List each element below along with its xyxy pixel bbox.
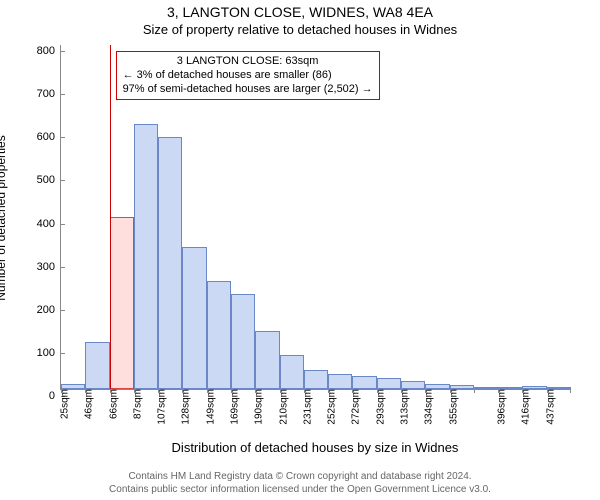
x-tick: 149sqm <box>203 389 216 425</box>
x-tick: 313sqm <box>398 389 411 425</box>
annotation-line: 3 LANGTON CLOSE: 63sqm <box>123 55 373 69</box>
x-tick-mark <box>570 389 571 393</box>
x-tick: 252sqm <box>325 389 338 425</box>
histogram-plot: 010020030040050060070080025sqm46sqm66sqm… <box>60 45 570 390</box>
x-tick: 128sqm <box>179 389 192 425</box>
marker-line <box>110 45 111 389</box>
y-tick: 300 <box>37 261 61 273</box>
footer-attribution: Contains HM Land Registry data © Crown c… <box>0 470 600 496</box>
histogram-bar <box>328 374 352 389</box>
x-tick: 210sqm <box>276 389 289 425</box>
histogram-bar <box>401 381 425 389</box>
x-tick: 46sqm <box>82 389 95 419</box>
y-tick: 500 <box>37 174 61 186</box>
x-tick: 231sqm <box>300 389 313 425</box>
y-tick: 800 <box>37 45 61 57</box>
x-tick: 190sqm <box>252 389 265 425</box>
x-tick: 66sqm <box>106 389 119 419</box>
x-axis-label: Distribution of detached houses by size … <box>60 440 570 455</box>
histogram-bar <box>280 355 304 390</box>
x-tick-mark <box>474 389 475 393</box>
annotation-line: ← 3% of detached houses are smaller (86) <box>123 69 373 83</box>
histogram-bar <box>207 281 231 389</box>
y-tick: 400 <box>37 218 61 230</box>
x-tick: 107sqm <box>155 389 168 425</box>
y-tick: 700 <box>37 88 61 100</box>
title-main: 3, LANGTON CLOSE, WIDNES, WA8 4EA <box>0 4 600 20</box>
histogram-bar <box>352 376 376 389</box>
histogram-bar <box>110 217 134 390</box>
y-tick: 200 <box>37 304 61 316</box>
title-sub: Size of property relative to detached ho… <box>0 22 600 37</box>
histogram-bar <box>377 378 401 389</box>
x-tick: 25sqm <box>58 389 71 419</box>
histogram-bar <box>255 331 279 389</box>
y-tick: 600 <box>37 131 61 143</box>
y-tick: 100 <box>37 347 61 359</box>
annotation-line: 97% of semi-detached houses are larger (… <box>123 83 373 97</box>
x-tick: 169sqm <box>228 389 241 425</box>
footer-line-2: Contains public sector information licen… <box>0 483 600 496</box>
histogram-bar <box>158 137 182 389</box>
x-tick: 355sqm <box>446 389 459 425</box>
x-tick: 396sqm <box>495 389 508 425</box>
x-tick: 293sqm <box>373 389 386 425</box>
histogram-bar <box>182 247 206 389</box>
x-tick: 87sqm <box>130 389 143 419</box>
x-tick: 437sqm <box>543 389 556 425</box>
annotation-box: 3 LANGTON CLOSE: 63sqm← 3% of detached h… <box>116 51 380 100</box>
footer-line-1: Contains HM Land Registry data © Crown c… <box>0 470 600 483</box>
histogram-bar <box>134 124 158 389</box>
x-tick: 416sqm <box>519 389 532 425</box>
x-tick: 334sqm <box>422 389 435 425</box>
y-axis-label: Number of detached properties <box>0 135 8 300</box>
x-tick: 272sqm <box>349 389 362 425</box>
histogram-bar <box>85 342 109 389</box>
histogram-bar <box>304 370 328 389</box>
histogram-bar <box>231 294 255 389</box>
